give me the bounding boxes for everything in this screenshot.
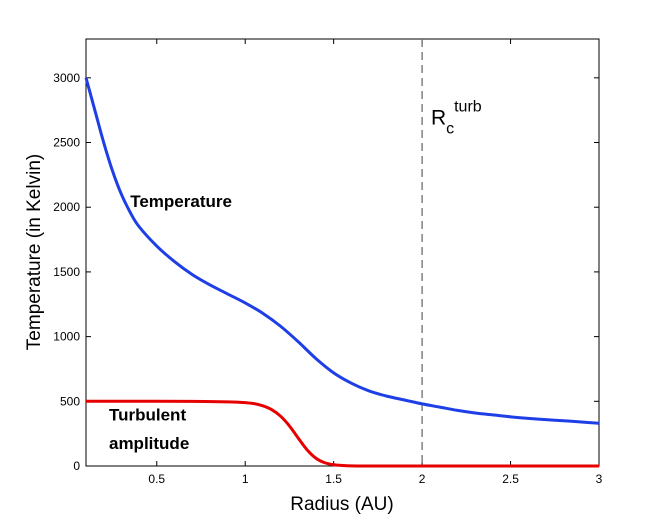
x-tick-label: 1.5 xyxy=(325,472,342,486)
y-tick-label: 0 xyxy=(73,459,80,473)
temperature-annotation: Temperature xyxy=(130,192,232,211)
temperature-series-line xyxy=(84,77,600,425)
y-axis-label: Temperature (in Kelvin) xyxy=(24,154,45,350)
x-tick-label: 0.5 xyxy=(148,472,165,486)
y-tick-label: 2500 xyxy=(53,136,80,150)
y-tick-label: 2000 xyxy=(53,200,80,214)
turbulent-annotation-line2: amplitude xyxy=(109,434,189,453)
y-tick-label: 500 xyxy=(60,394,80,408)
x-tick-label: 1 xyxy=(242,472,249,486)
rc-superscript: turb xyxy=(454,98,482,115)
x-tick-label: 2 xyxy=(419,472,426,486)
rc-main: R xyxy=(431,106,446,129)
y-tick-label: 1000 xyxy=(53,330,80,344)
y-tick-label: 3000 xyxy=(53,71,80,85)
y-tick-label: 1500 xyxy=(53,265,80,279)
turbulent-amplitude-series-line xyxy=(85,399,599,468)
turbulent-annotation-line1: Turbulent xyxy=(109,406,186,425)
x-axis-label: Radius (AU) xyxy=(290,494,393,515)
rc-subscript: c xyxy=(446,120,454,137)
y-axis-ticks: 0 500 1000 1500 2000 2500 3000 xyxy=(53,71,599,473)
x-tick-label: 2.5 xyxy=(502,472,519,486)
x-tick-label: 3 xyxy=(596,472,603,486)
rc-turb-annotation: Rcturb xyxy=(431,98,482,137)
